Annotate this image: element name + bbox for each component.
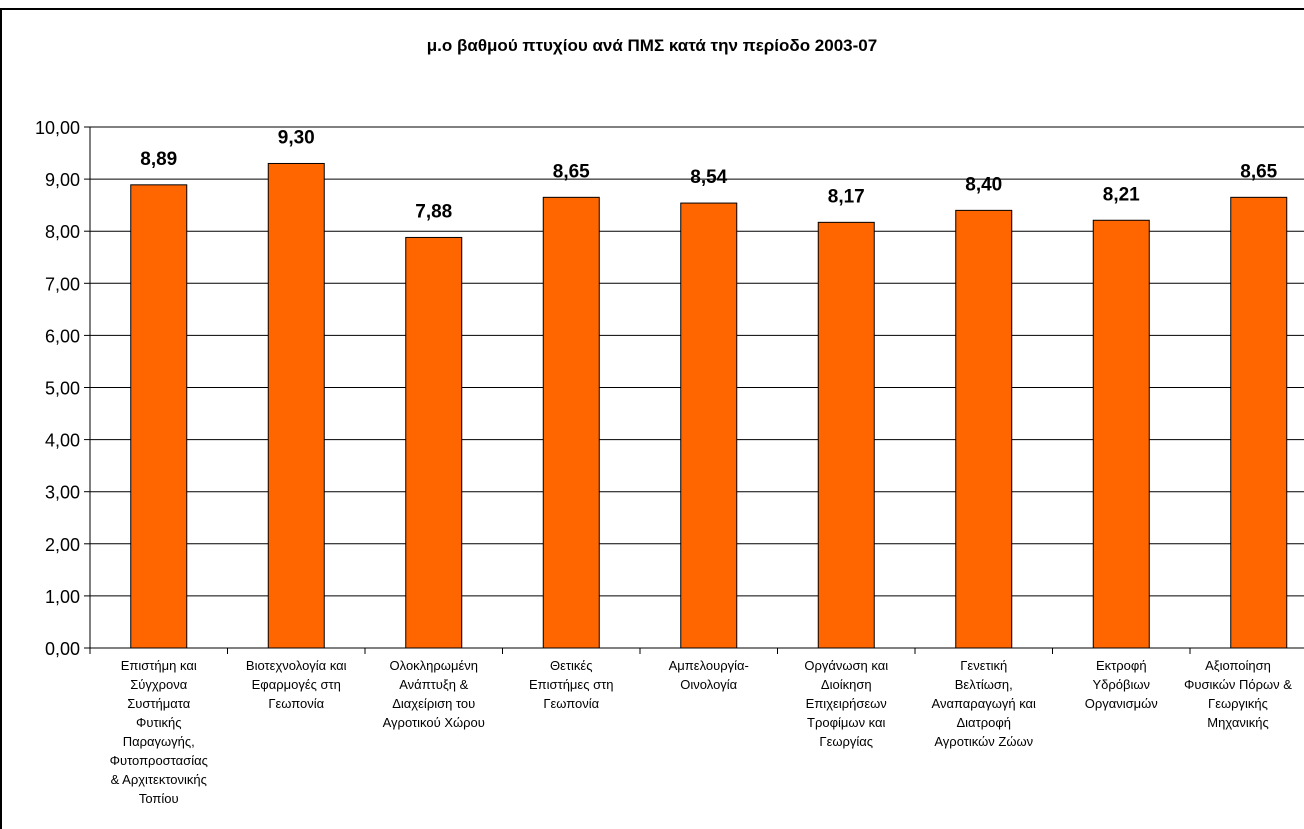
x-category-label: Επιστήμη και Σύγχρονα Συστήματα Φυτικής … (109, 658, 208, 806)
bar (267, 162, 325, 649)
bar (1230, 196, 1288, 649)
x-category-label: Οργάνωση και Διοίκηση Επιχειρήσεων Τροφί… (804, 658, 889, 749)
x-category-label: Θετικές Επιστήμες στη Γεωπονία (529, 658, 614, 711)
bar-value-label: 8,54 (690, 167, 727, 188)
y-tick-label: 2,00 (45, 535, 80, 555)
y-tick-label: 1,00 (45, 587, 80, 607)
bar-value-label: 8,89 (140, 149, 177, 170)
bar-value-label: 7,88 (415, 201, 452, 222)
bar (1092, 219, 1150, 649)
y-tick-label: 7,00 (45, 274, 80, 294)
y-tick-label: 8,00 (45, 222, 80, 242)
bar (405, 236, 463, 649)
bar (542, 196, 600, 649)
y-tick-label: 6,00 (45, 326, 80, 346)
bar (130, 184, 188, 649)
bar-value-label: 8,17 (828, 186, 865, 207)
x-category-label: Αξιοποίηση Φυσικών Πόρων & Γεωργικής Μηχ… (1184, 658, 1292, 730)
x-category-label: Ολοκληρωμένη Ανάπτυξη & Διαχείριση του Α… (382, 658, 485, 730)
bar (955, 209, 1013, 649)
bar-value-label: 8,40 (965, 174, 1002, 195)
bar-value-label: 8,65 (553, 161, 590, 182)
y-tick-label: 3,00 (45, 483, 80, 503)
x-category-label: Γενετική Βελτίωση, Αναπαραγωγή και Διατρ… (931, 658, 1036, 749)
y-tick-label: 0,00 (45, 639, 80, 659)
bar (817, 221, 875, 649)
bar-value-label: 8,65 (1240, 161, 1277, 182)
y-tick-label: 10,00 (35, 118, 80, 138)
chart-title: μ.ο βαθμού πτυχίου ανά ΠΜΣ κατά την περί… (426, 36, 878, 55)
x-category-label: Βιοτεχνολογία και Εφαρμογές στη Γεωπονία (245, 658, 347, 711)
bar (680, 202, 738, 649)
chart-frame (0, 8, 1304, 829)
y-tick-label: 4,00 (45, 431, 80, 451)
x-category-label: Αμπελουργία- Οινολογία (668, 658, 749, 692)
x-category-label: Εκτροφή Υδρόβιων Οργανισμών (1084, 658, 1158, 711)
bar-value-label: 9,30 (278, 127, 315, 148)
y-tick-label: 9,00 (45, 170, 80, 190)
bar-value-label: 8,21 (1103, 184, 1140, 205)
y-tick-label: 5,00 (45, 379, 80, 399)
